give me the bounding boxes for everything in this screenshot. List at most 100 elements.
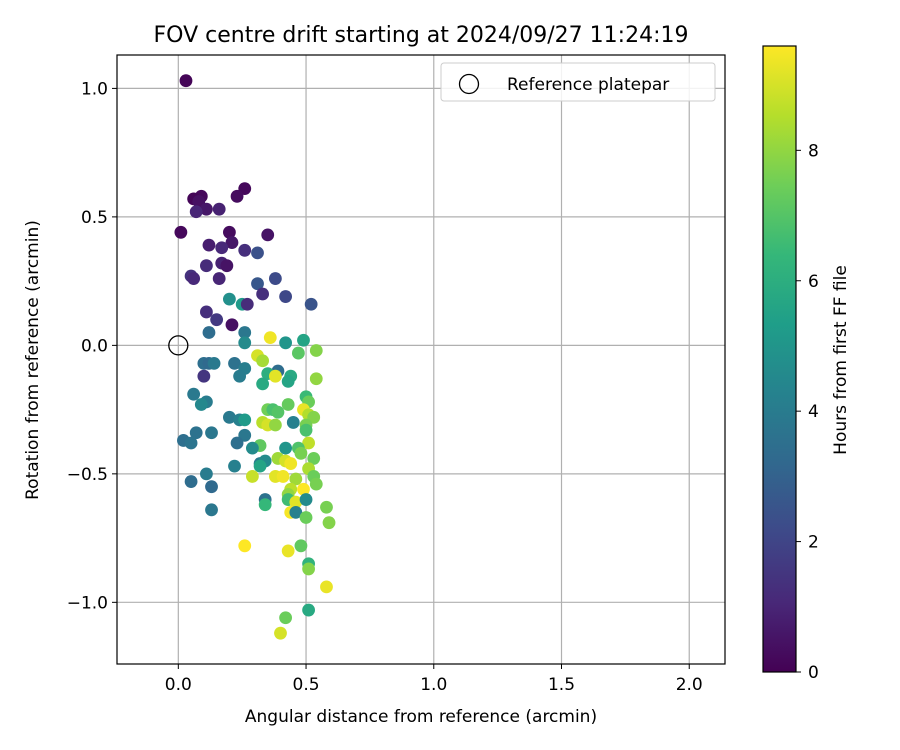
data-point: [200, 202, 213, 216]
data-point: [220, 259, 234, 273]
data-point: [184, 436, 198, 450]
data-point: [281, 544, 295, 558]
y-ticks: 1.0 0.5 0.0 −0.5 −1.0: [67, 79, 117, 613]
data-point: [302, 603, 315, 617]
data-point: [205, 480, 218, 494]
data-point: [289, 472, 303, 486]
data-point: [279, 290, 293, 303]
data-point: [253, 459, 267, 473]
data-point: [279, 336, 293, 350]
data-point: [205, 503, 218, 517]
legend: Reference platepar: [440, 62, 716, 102]
data-point: [225, 236, 239, 249]
data-point: [299, 423, 313, 437]
data-point: [297, 482, 310, 496]
data-point: [279, 611, 293, 625]
data-point: [210, 313, 224, 327]
data-point: [294, 446, 308, 460]
data-point: [281, 374, 295, 388]
data-point: [302, 562, 315, 576]
reference-marker: [168, 335, 189, 356]
data-point: [276, 470, 290, 483]
data-point: [238, 413, 252, 427]
data-point: [200, 467, 213, 481]
data-point: [309, 372, 323, 386]
scatter-points: [174, 74, 336, 640]
data-point: [238, 243, 252, 257]
data-point: [279, 441, 293, 455]
data-point: [297, 333, 310, 347]
axes-frame: [116, 54, 726, 665]
data-point: [289, 505, 303, 519]
x-tick-label: 0.5: [293, 675, 320, 695]
data-point: [197, 369, 211, 383]
data-point: [238, 539, 252, 553]
data-point: [233, 369, 247, 383]
data-point: [212, 272, 226, 285]
data-point: [228, 459, 241, 473]
legend-box: [440, 62, 716, 102]
x-tick-label: 1.0: [420, 675, 447, 695]
data-point: [263, 331, 277, 345]
y-tick-label: 0.5: [81, 208, 108, 228]
y-tick-label: 1.0: [81, 79, 108, 99]
data-point: [187, 272, 201, 285]
data-point: [207, 356, 221, 370]
y-tick-label: −1.0: [67, 593, 108, 613]
data-point: [281, 398, 295, 411]
data-point: [223, 410, 236, 424]
y-axis-label: Rotation from reference (arcmin): [23, 220, 43, 500]
legend-label: Reference platepar: [507, 75, 669, 95]
data-point: [320, 580, 333, 594]
x-tick-label: 2.0: [676, 675, 703, 695]
data-point: [307, 452, 321, 465]
data-point: [289, 495, 303, 509]
data-point: [256, 287, 270, 301]
data-point: [205, 426, 218, 440]
data-point: [184, 475, 198, 488]
data-point: [228, 356, 241, 370]
y-tick-label: 0.0: [81, 336, 108, 356]
data-point: [320, 500, 333, 514]
data-point: [212, 202, 226, 216]
colorbar: 0 2 4 6 8 Hours from first FF file: [762, 45, 851, 683]
data-point: [261, 228, 275, 242]
colorbar-label: Hours from first FF file: [831, 265, 851, 455]
data-point: [251, 277, 264, 291]
colorbar-tick-label: 0: [808, 663, 819, 683]
data-point: [230, 436, 244, 450]
x-tick-label: 1.5: [548, 675, 575, 695]
data-point: [302, 436, 315, 450]
data-point: [202, 326, 216, 339]
grid-lines: [117, 55, 725, 664]
data-point: [299, 511, 313, 524]
data-point: [238, 336, 252, 350]
colorbar-tick-label: 6: [808, 272, 819, 292]
data-point: [174, 225, 188, 239]
colorbar-ticks: 0 2 4 6 8: [796, 141, 819, 683]
data-point: [179, 74, 193, 88]
data-point: [200, 305, 213, 319]
data-point: [258, 498, 272, 512]
data-point: [194, 398, 208, 411]
legend-reference-marker: [458, 73, 480, 95]
x-tick-label: 0.0: [165, 675, 192, 695]
data-point: [291, 346, 305, 360]
data-point: [215, 241, 229, 255]
data-point: [223, 225, 236, 239]
colorbar-gradient: [762, 45, 797, 673]
data-point: [189, 205, 203, 219]
data-point: [256, 377, 270, 391]
reference-point: [168, 335, 189, 356]
data-point: [304, 297, 318, 311]
x-ticks: 0.0 0.5 1.0 1.5 2.0: [165, 664, 703, 695]
colorbar-tick-label: 2: [808, 533, 819, 553]
colorbar-tick-label: 4: [808, 402, 819, 422]
data-point: [230, 189, 244, 203]
data-point: [223, 292, 236, 306]
data-point: [202, 238, 216, 252]
data-point: [322, 516, 336, 530]
data-point: [256, 354, 270, 368]
data-point: [251, 246, 264, 260]
